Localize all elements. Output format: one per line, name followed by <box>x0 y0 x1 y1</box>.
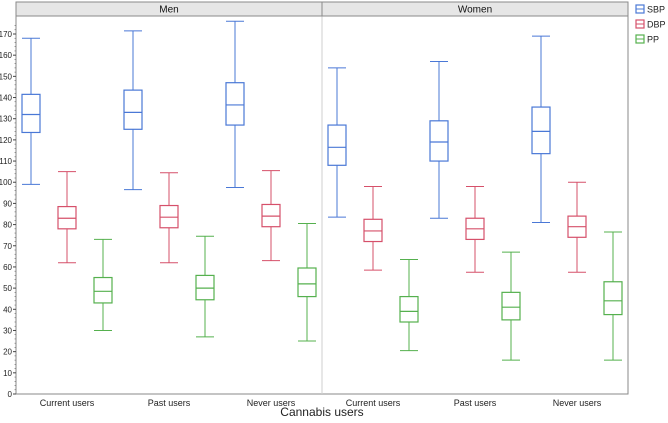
y-tick-label: 120 <box>0 136 13 145</box>
box-dbp <box>363 185 383 271</box>
iqr-box <box>327 124 347 166</box>
plot-frame <box>15 1 629 395</box>
box-sbp <box>429 61 449 219</box>
y-tick-label: 10 <box>3 369 12 378</box>
box-dbp <box>57 171 77 264</box>
y-tick-label: 100 <box>0 178 13 187</box>
legend-label: SBP <box>647 5 665 15</box>
box-sbp <box>531 35 551 223</box>
y-axis: 0 10 20 30 40 50 60 70 80 90 100 110 120 130 140 150 160… <box>0 25 16 399</box>
box-pp <box>195 235 215 338</box>
x-tick-label: Current users <box>346 398 401 408</box>
y-tick-label: 0 <box>8 390 13 399</box>
x-axis-labels: Current users Past users Never users Curren… <box>40 398 602 408</box>
legend-label: PP <box>647 35 659 45</box>
iqr-box <box>501 291 521 321</box>
y-tick-label: 110 <box>0 157 13 166</box>
box-pp <box>399 259 419 352</box>
iqr-box <box>603 281 623 316</box>
x-axis-title: Cannabis users <box>280 405 363 419</box>
iqr-box <box>21 93 41 134</box>
box-dbp <box>567 181 587 273</box>
box-dbp <box>465 185 485 273</box>
box-marks <box>21 20 623 361</box>
y-tick-label: 140 <box>0 94 13 103</box>
iqr-box <box>399 295 419 323</box>
y-tick-label: 70 <box>3 242 12 251</box>
y-tick-label: 40 <box>3 305 12 314</box>
box-sbp <box>327 67 347 218</box>
legend-item-pp: PP <box>635 34 659 45</box>
box-sbp <box>123 30 143 191</box>
y-tick-label: 50 <box>3 284 12 293</box>
y-tick-label: 160 <box>0 51 13 60</box>
panel-header-label: Women <box>458 5 492 16</box>
box-dbp <box>261 170 281 262</box>
legend: SBP DBP PP <box>635 4 666 45</box>
iqr-box <box>429 120 449 162</box>
y-tick-label: 150 <box>0 72 13 81</box>
y-tick-label: 130 <box>0 115 13 124</box>
legend-item-sbp: SBP <box>635 4 665 15</box>
box-sbp <box>225 20 245 189</box>
legend-label: DBP <box>647 20 666 30</box>
box-pp <box>603 231 623 361</box>
y-tick-label: 20 <box>3 348 12 357</box>
y-tick-label: 170 <box>0 30 13 39</box>
box-sbp <box>21 37 41 185</box>
box-pp <box>501 251 521 361</box>
y-tick-label: 60 <box>3 263 12 272</box>
panel-headers: Men Women <box>15 1 629 17</box>
panel-header-label: Men <box>159 5 178 16</box>
legend-item-dbp: DBP <box>635 19 666 30</box>
iqr-box <box>225 82 245 126</box>
y-tick-label: 80 <box>3 221 12 230</box>
box-dbp <box>159 172 179 264</box>
box-pp <box>93 238 113 331</box>
iqr-box <box>297 267 317 298</box>
iqr-box <box>93 276 113 304</box>
iqr-box <box>123 89 143 130</box>
x-tick-label: Never users <box>553 398 602 408</box>
x-tick-label: Never users <box>247 398 296 408</box>
x-tick-label: Current users <box>40 398 95 408</box>
x-tick-label: Past users <box>454 398 497 408</box>
y-tick-label: 90 <box>3 199 12 208</box>
box-pp <box>297 223 317 342</box>
x-tick-label: Past users <box>148 398 191 408</box>
iqr-box <box>531 106 551 155</box>
panel-header-strip <box>321 1 629 17</box>
y-tick-label: 30 <box>3 326 12 335</box>
